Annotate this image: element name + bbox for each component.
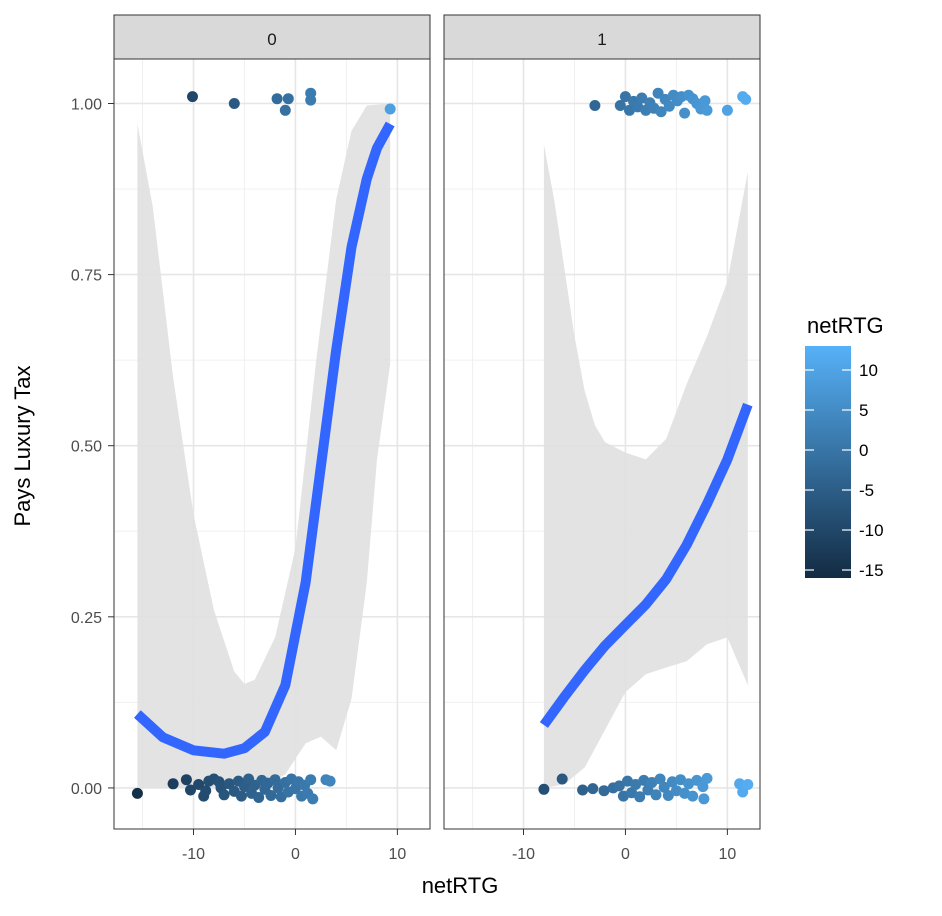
data-point: [253, 792, 265, 803]
data-point: [180, 774, 192, 786]
data-point: [556, 773, 568, 785]
data-point: [282, 93, 294, 105]
data-point: [185, 784, 196, 796]
data-point: [218, 789, 230, 801]
confidence-ribbon: [137, 103, 391, 788]
data-point: [626, 787, 638, 799]
data-point: [598, 785, 610, 797]
panel-border-1: [443, 58, 761, 830]
x-axis-title: netRTG: [422, 873, 499, 898]
y-axis-title: Pays Luxury Tax: [10, 365, 35, 526]
data-point: [698, 793, 710, 805]
data-point: [646, 777, 658, 788]
data-point: [167, 778, 179, 790]
data-point: [679, 107, 691, 119]
facet-panel-0: 0: [113, 14, 431, 830]
facet-strip-label-0: 0: [267, 30, 276, 49]
fit-0: [134, 121, 395, 759]
points-0: [131, 87, 396, 805]
data-point: [587, 783, 599, 795]
x-axes: -10 0 10 -10 0 10: [182, 829, 736, 863]
x-tick-label: 0: [291, 846, 300, 863]
ribbon-0: [137, 103, 391, 788]
data-point: [384, 103, 396, 115]
data-point: [577, 784, 589, 796]
data-point: [305, 774, 317, 786]
confidence-ribbon: [543, 144, 748, 788]
data-point: [614, 100, 626, 111]
fit-line: [539, 402, 753, 728]
data-point: [307, 793, 319, 805]
data-point: [652, 87, 664, 99]
data-point: [663, 100, 675, 112]
data-point: [675, 774, 686, 786]
y-tick-label: 0.50: [71, 439, 102, 456]
x-tick-label: -10: [182, 846, 205, 863]
data-point: [655, 106, 667, 118]
data-point: [740, 93, 752, 105]
data-point: [235, 790, 247, 802]
data-point: [697, 781, 709, 793]
fit-line: [134, 121, 395, 759]
data-point: [721, 104, 733, 116]
facet-strip-1: [443, 14, 761, 60]
data-point: [634, 791, 646, 803]
legend-tick-label: -5: [859, 481, 874, 500]
data-point: [589, 100, 601, 111]
data-point: [613, 780, 625, 792]
data-point: [265, 790, 277, 801]
data-point: [187, 91, 198, 103]
data-point: [650, 789, 662, 801]
legend-title: netRTG: [807, 313, 884, 338]
data-point: [193, 779, 205, 790]
y-tick-label: 0.75: [71, 268, 102, 285]
x-tick-label: 0: [621, 846, 630, 863]
data-point: [305, 94, 317, 106]
data-point: [662, 790, 674, 801]
x-tick-label: -10: [512, 846, 535, 863]
data-point: [658, 781, 670, 793]
data-point: [200, 785, 212, 797]
data-point: [279, 104, 291, 116]
facet-strip-label-1: 1: [597, 30, 606, 49]
fit-1: [539, 402, 753, 728]
data-point: [131, 787, 143, 799]
data-point: [228, 98, 240, 109]
x-tick-label: 10: [388, 846, 406, 863]
legend-tick-label: 10: [859, 361, 878, 380]
legend-colorbar: [805, 346, 851, 578]
legend: netRTG 10 5 0 -5 -10 -15: [805, 313, 884, 580]
legend-tick-label: -15: [859, 561, 884, 580]
panel-border-0: [113, 58, 431, 830]
data-point: [742, 779, 754, 790]
data-point: [324, 775, 336, 787]
y-tick-label: 0.25: [71, 610, 102, 627]
data-point: [271, 93, 283, 105]
data-point: [699, 95, 711, 107]
legend-tick-label: 0: [859, 441, 868, 460]
data-point: [701, 772, 713, 784]
y-tick-label: 0.00: [71, 781, 102, 798]
legend-ticks: 10 5 0 -5 -10 -15: [805, 361, 884, 580]
data-point: [630, 779, 642, 790]
data-point: [538, 783, 550, 795]
data-point: [701, 104, 713, 116]
legend-tick-label: -10: [859, 521, 884, 540]
facet-strip-0: [113, 14, 431, 60]
data-point: [619, 91, 631, 103]
legend-tick-label: 5: [859, 401, 868, 420]
x-tick-label: 10: [718, 846, 736, 863]
y-axis: 0.00 0.25 0.50 0.75 1.00: [71, 96, 114, 798]
y-tick-label: 1.00: [71, 96, 102, 113]
data-point: [687, 790, 699, 802]
data-point: [654, 773, 666, 785]
ribbon-1: [543, 144, 748, 788]
data-point: [636, 92, 648, 104]
facet-panel-1: 1: [443, 14, 761, 830]
points-1: [538, 87, 754, 805]
